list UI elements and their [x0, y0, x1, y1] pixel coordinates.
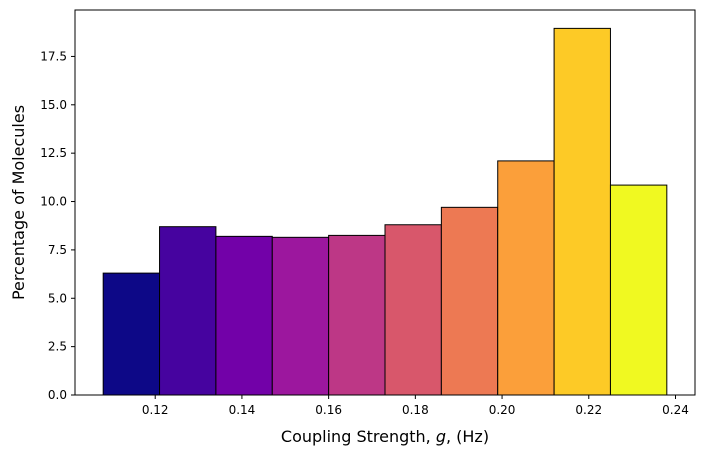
y-axis-label: Percentage of Molecules [9, 105, 28, 300]
histogram-bar [497, 160, 555, 396]
plot-frame [74, 9, 696, 396]
y-tick-label: 7.5 [48, 243, 67, 257]
x-axis-label-part-2: , (Hz) [446, 427, 489, 446]
histogram-bar [609, 184, 668, 396]
x-tick-label: 0.20 [489, 403, 516, 417]
x-axis-label-variable: g [436, 427, 446, 446]
y-tick-label: 2.5 [48, 340, 67, 354]
y-axis: 0.0 2.5 5.0 7.5 10.0 12.5 15.0 17.5 [40, 49, 75, 402]
histogram-bar [102, 272, 161, 396]
x-tick-label: 0.18 [402, 403, 429, 417]
histogram-bar [215, 235, 273, 396]
x-tick-label: 0.12 [142, 403, 169, 417]
y-tick-label: 12.5 [40, 146, 67, 160]
y-tick-label: 17.5 [40, 49, 67, 63]
bars-layer [102, 27, 668, 396]
histogram-bar [159, 226, 217, 396]
x-tick-label: 0.22 [575, 403, 602, 417]
x-axis-label: Coupling Strength, g, (Hz) [281, 427, 489, 446]
x-tick-label: 0.14 [229, 403, 256, 417]
y-tick-label: 5.0 [48, 291, 67, 305]
y-tick-label: 0.0 [48, 388, 67, 402]
x-tick-label: 0.16 [315, 403, 342, 417]
histogram-bar [384, 224, 442, 396]
y-tick-label: 10.0 [40, 195, 67, 209]
histogram-bar [271, 236, 330, 396]
y-tick-label: 15.0 [40, 98, 67, 112]
histogram-bar [440, 206, 499, 396]
x-tick-label: 0.24 [662, 403, 689, 417]
histogram-bar [553, 27, 611, 396]
histogram-bar [328, 234, 386, 396]
x-axis: 0.12 0.14 0.16 0.18 0.20 0.22 0.24 [142, 395, 689, 417]
x-axis-label-part-1: Coupling Strength, [281, 427, 436, 446]
